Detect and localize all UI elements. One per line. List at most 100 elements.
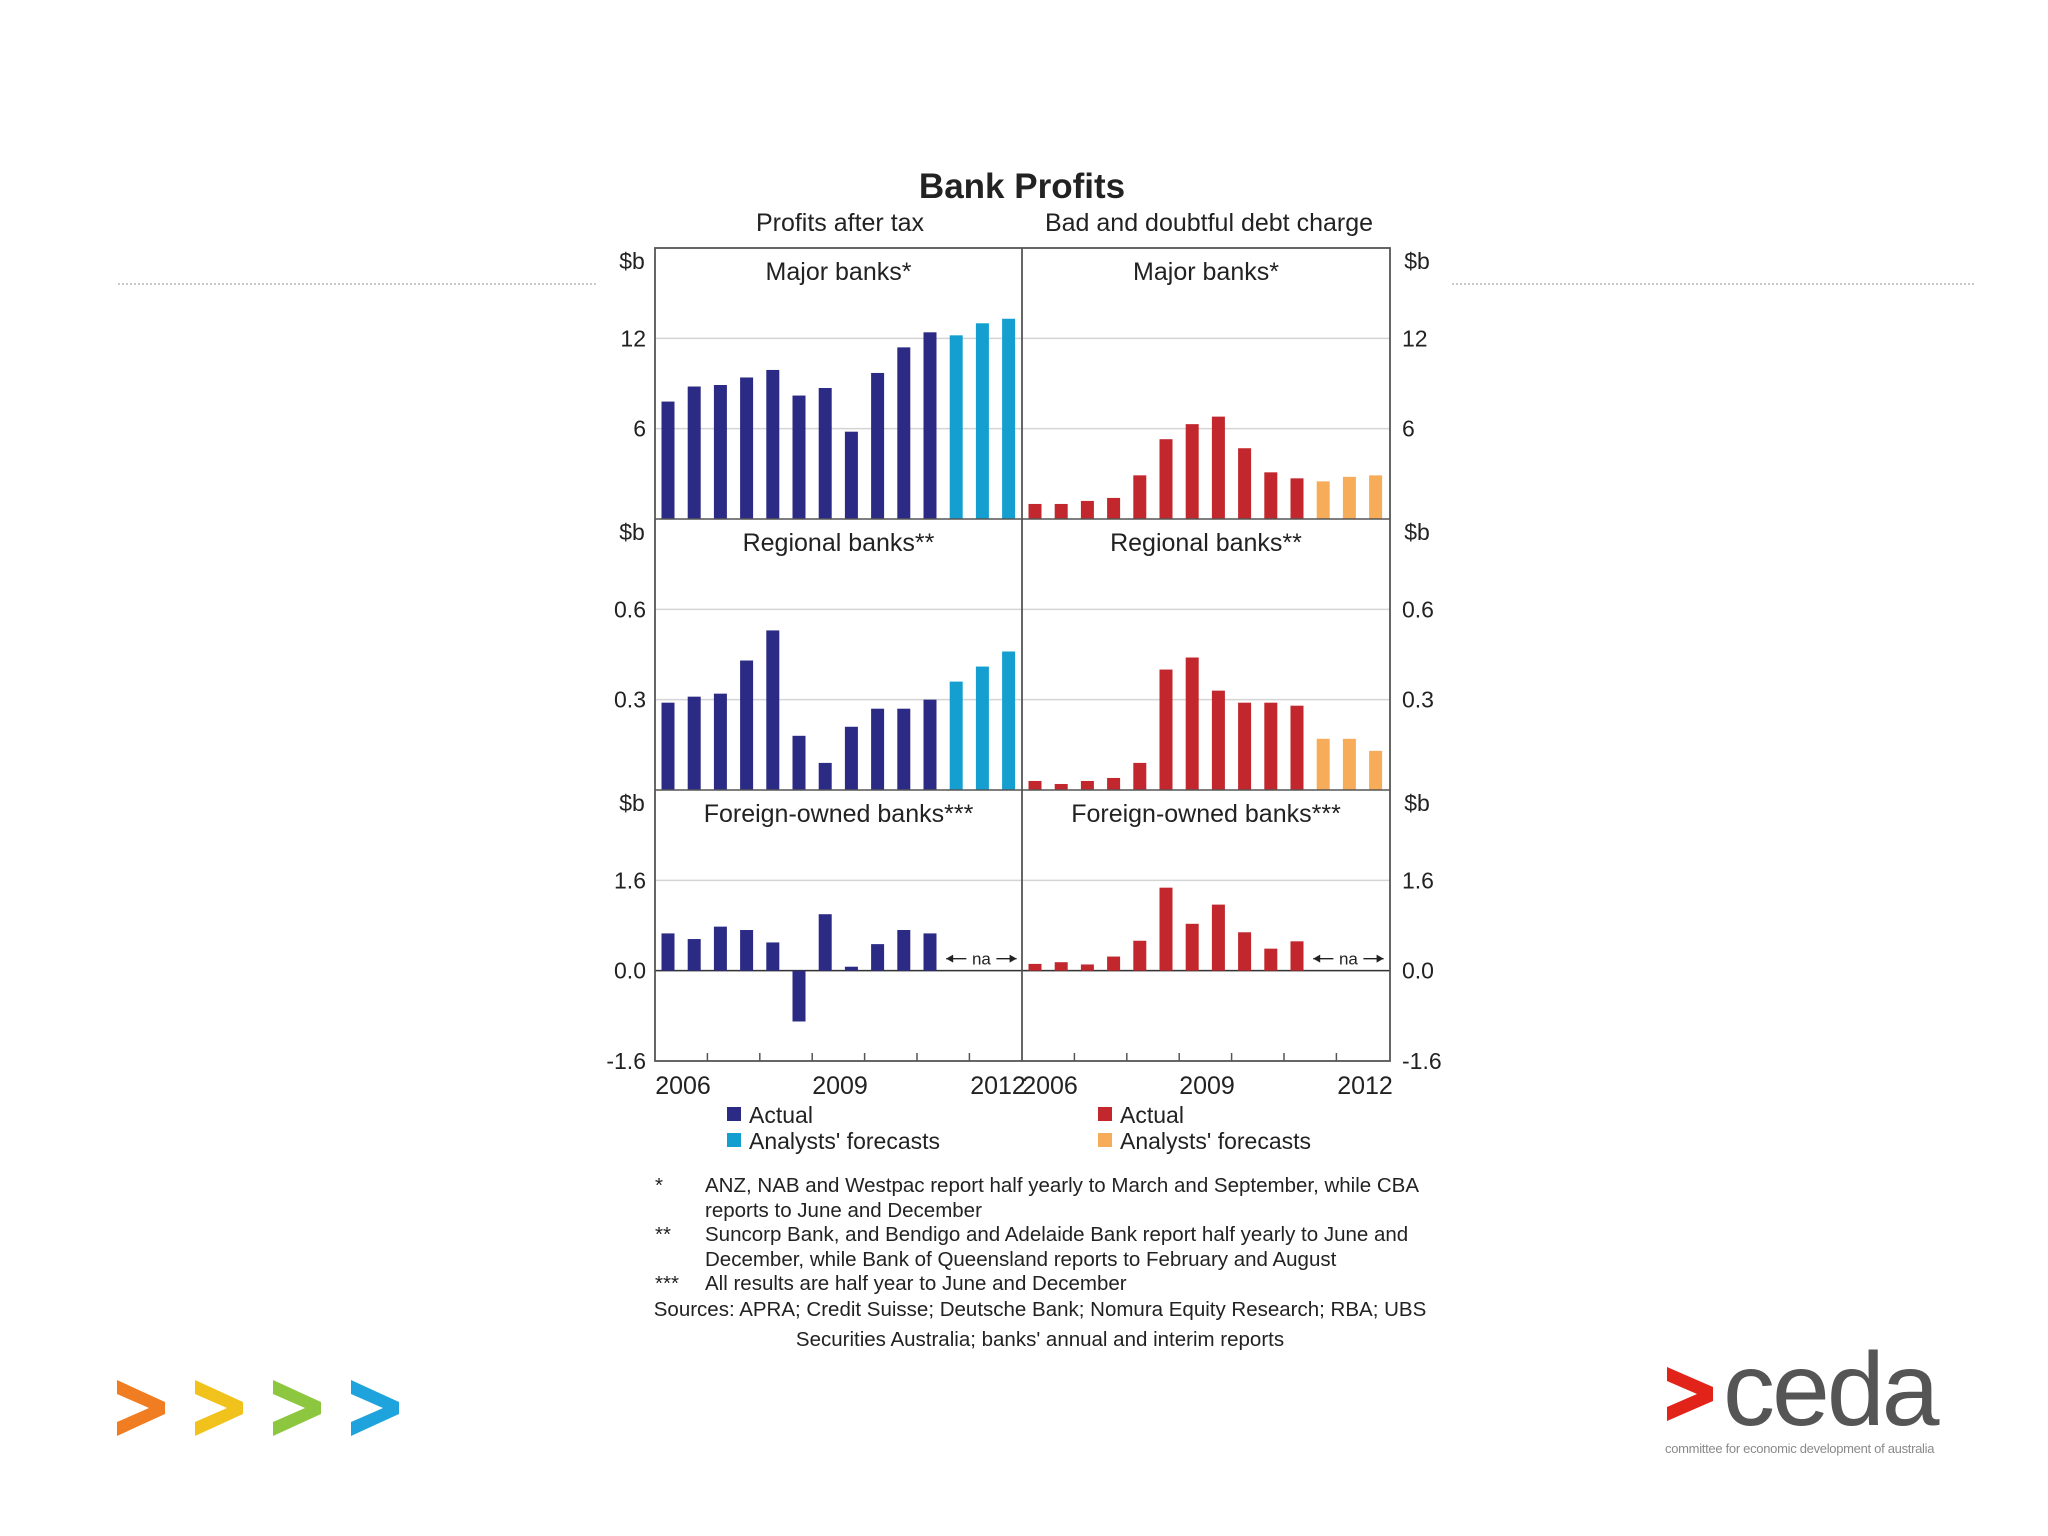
- bar-right-actual: [1185, 424, 1199, 519]
- chart-title: Bank Profits: [919, 167, 1125, 206]
- bar-left-actual: [871, 944, 885, 971]
- bar-left-actual: [713, 385, 727, 519]
- bar-left-actual: [792, 395, 806, 519]
- legend-label-left-forecast: Analysts' forecasts: [749, 1128, 940, 1154]
- y-tick-label-right: -1.6: [1402, 1048, 1442, 1074]
- legend-label-right-forecast: Analysts' forecasts: [1120, 1128, 1311, 1154]
- chevron-arrow-icon: [195, 1380, 243, 1436]
- y-unit-label-right: $b: [1404, 519, 1430, 545]
- bar-right-actual: [1133, 762, 1147, 790]
- footnote-text: ANZ, NAB and Westpac report half yearly …: [705, 1174, 1418, 1222]
- bar-right-actual: [1054, 962, 1068, 971]
- bar-right-actual: [1159, 439, 1173, 519]
- footnotes: * ANZ, NAB and Westpac report half yearl…: [655, 1174, 1445, 1297]
- y-tick-label-left: -1.6: [606, 1048, 646, 1074]
- x-tick-label-right: 2012: [1337, 1072, 1393, 1100]
- bar-left-actual: [792, 970, 806, 1022]
- y-tick-label-right: 0.6: [1402, 596, 1434, 622]
- y-tick-label-left: 0.3: [614, 687, 646, 713]
- y-tick-label-right: 6: [1402, 416, 1415, 442]
- bar-right-actual: [1107, 777, 1121, 790]
- bar-right-actual: [1290, 941, 1304, 971]
- bar-left-actual: [740, 377, 754, 519]
- bar-right-actual: [1185, 923, 1199, 971]
- footnote-text: Suncorp Bank, and Bendigo and Adelaide B…: [705, 1223, 1409, 1271]
- bar-left-actual: [661, 702, 675, 790]
- logo-tagline: committee for economic development of au…: [1665, 1441, 1935, 1456]
- legend-swatch-right-forecast: [1098, 1133, 1112, 1147]
- bar-right-actual: [1028, 780, 1042, 790]
- y-tick-label-left: 12: [620, 325, 646, 351]
- bar-right-actual: [1080, 500, 1094, 519]
- bar-right-actual: [1211, 690, 1225, 790]
- sources-text: Sources: APRA; Credit Suisse; Deutsche B…: [653, 1298, 1427, 1351]
- chevron-arrows-decoration: [117, 1380, 399, 1436]
- bar-right-actual: [1159, 887, 1173, 971]
- na-arrowhead-left: [1009, 954, 1017, 963]
- y-unit-label-right: $b: [1404, 248, 1430, 274]
- bar-right-forecast: [1316, 738, 1330, 790]
- chevron-arrow-icon: [273, 1380, 321, 1436]
- y-unit-label-left: $b: [619, 790, 645, 816]
- bar-right-actual: [1054, 783, 1068, 790]
- footnote-marker: **: [655, 1223, 671, 1246]
- bar-right-actual: [1211, 904, 1225, 971]
- bar-right-actual: [1264, 948, 1278, 971]
- bar-left-forecast: [975, 323, 989, 519]
- bar-right-actual: [1133, 940, 1147, 971]
- bar-left-actual: [844, 966, 858, 971]
- bar-left-actual: [844, 431, 858, 519]
- ceda-logo: ceda committee for economic development …: [1665, 1325, 1980, 1465]
- y-tick-label-right: 0.3: [1402, 687, 1434, 713]
- y-unit-label-left: $b: [619, 519, 645, 545]
- footnote-marker: *: [655, 1174, 663, 1197]
- bar-left-forecast: [949, 681, 963, 790]
- bar-left-actual: [687, 939, 701, 971]
- bar-left-forecast: [949, 335, 963, 519]
- na-arrowhead-right: [1376, 954, 1384, 963]
- bar-left-actual: [740, 930, 754, 971]
- bar-left-actual: [897, 708, 911, 790]
- y-tick-label-left: 1.6: [614, 867, 646, 893]
- bar-left-actual: [766, 942, 780, 971]
- x-tick-label-left: 2009: [812, 1072, 868, 1100]
- panel-title-left: Regional banks**: [743, 529, 935, 557]
- legend-label-right-actual: Actual: [1120, 1102, 1184, 1128]
- y-tick-label-right: 12: [1402, 325, 1428, 351]
- panel-title-left: Foreign-owned banks***: [704, 800, 974, 828]
- bar-right-actual: [1133, 475, 1147, 519]
- chevron-arrow-icon: [351, 1380, 399, 1436]
- footnote-row: *** All results are half year to June an…: [655, 1272, 1445, 1297]
- bar-right-forecast: [1342, 738, 1356, 790]
- bar-left-actual: [871, 708, 885, 790]
- y-unit-label-right: $b: [1404, 790, 1430, 816]
- divider-left: [118, 283, 596, 285]
- left-column-title: Profits after tax: [756, 209, 925, 237]
- logo-wordmark: ceda: [1723, 1332, 1940, 1445]
- bar-left-actual: [661, 401, 675, 519]
- legend-label-left-actual: Actual: [749, 1102, 813, 1128]
- bar-left-actual: [818, 914, 832, 971]
- bar-left-forecast: [1002, 651, 1016, 790]
- y-tick-label-right: 1.6: [1402, 867, 1434, 893]
- bar-left-actual: [661, 933, 675, 971]
- bar-left-actual: [687, 386, 701, 519]
- logo-chevron-icon: [1667, 1367, 1713, 1421]
- panel-title-right: Major banks*: [1133, 258, 1279, 286]
- bar-left-actual: [844, 726, 858, 790]
- bar-right-actual: [1054, 503, 1068, 519]
- bar-right-actual: [1107, 497, 1121, 519]
- bar-right-actual: [1238, 932, 1252, 971]
- bar-right-actual: [1028, 503, 1042, 519]
- na-label-right: na: [1339, 950, 1358, 969]
- legend-swatch-right-actual: [1098, 1107, 1112, 1121]
- bar-left-actual: [818, 388, 832, 519]
- x-tick-label-right: 2009: [1179, 1072, 1235, 1100]
- na-label-left: na: [972, 950, 991, 969]
- bar-right-forecast: [1369, 750, 1383, 790]
- bar-right-actual: [1159, 669, 1173, 790]
- bar-right-actual: [1264, 702, 1278, 790]
- legend-swatch-left-forecast: [727, 1133, 741, 1147]
- na-arrowhead-right: [1313, 954, 1321, 963]
